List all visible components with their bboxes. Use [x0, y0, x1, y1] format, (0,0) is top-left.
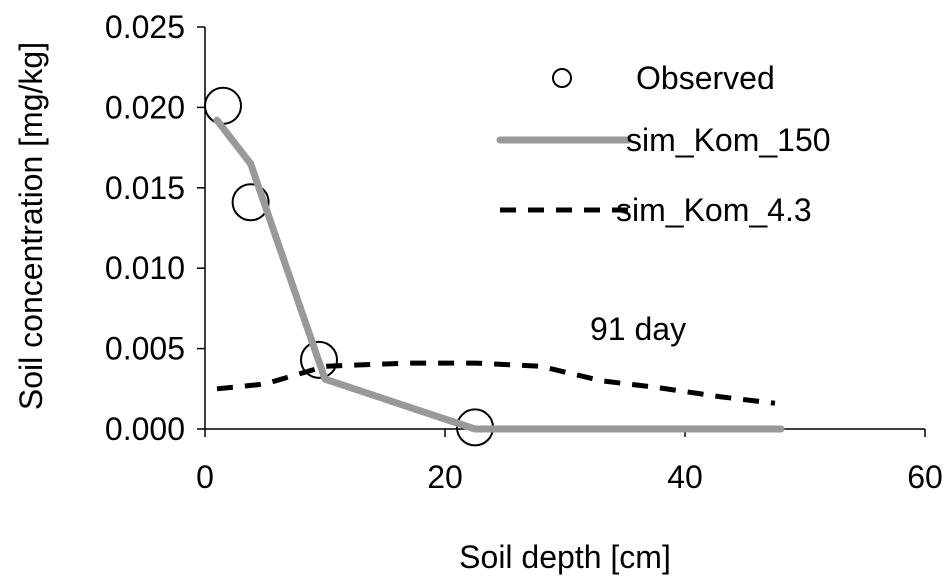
legend: Observed sim_Kom_150 sim_Kom_4.3	[496, 60, 831, 228]
legend-label-sim-kom-4-3: sim_Kom_4.3	[616, 192, 812, 228]
plot-area: 0 20 40 60 0.000 0.005 0.010 0.015 0.020 0.025	[105, 9, 943, 495]
data-point-observed	[231, 183, 270, 222]
y-tick-label: 0.005	[105, 331, 185, 367]
series-line-sim-kom-4-3	[216, 360, 776, 406]
series-layer	[204, 86, 785, 447]
y-tick-label: 0.025	[105, 9, 185, 45]
annotation-91-day: 91 day	[590, 311, 686, 347]
x-axis-title: Soil depth [cm]	[459, 539, 671, 575]
data-point-observed	[204, 86, 242, 125]
y-tick-label: 0.015	[105, 170, 185, 206]
y-tick-label: 0.020	[105, 89, 185, 125]
legend-marker-observed	[552, 68, 572, 88]
data-point-observed	[300, 340, 338, 379]
x-tick-label: 40	[667, 459, 703, 495]
y-axis-title: Soil concentration [mg/kg]	[13, 42, 49, 410]
y-tick-label: 0.010	[105, 250, 185, 286]
x-tick-label: 0	[196, 459, 214, 495]
y-tick-label: 0.000	[105, 411, 185, 447]
y-axis: 0.000 0.005 0.010 0.015 0.020 0.025	[105, 9, 206, 447]
x-axis: 0 20 40 60	[196, 428, 943, 495]
legend-label-sim-kom-150: sim_Kom_150	[626, 122, 831, 158]
x-tick-label: 60	[907, 459, 943, 495]
x-tick-label: 20	[427, 459, 463, 495]
series-line-sim-kom-150	[213, 116, 785, 433]
legend-label-observed: Observed	[636, 60, 775, 96]
